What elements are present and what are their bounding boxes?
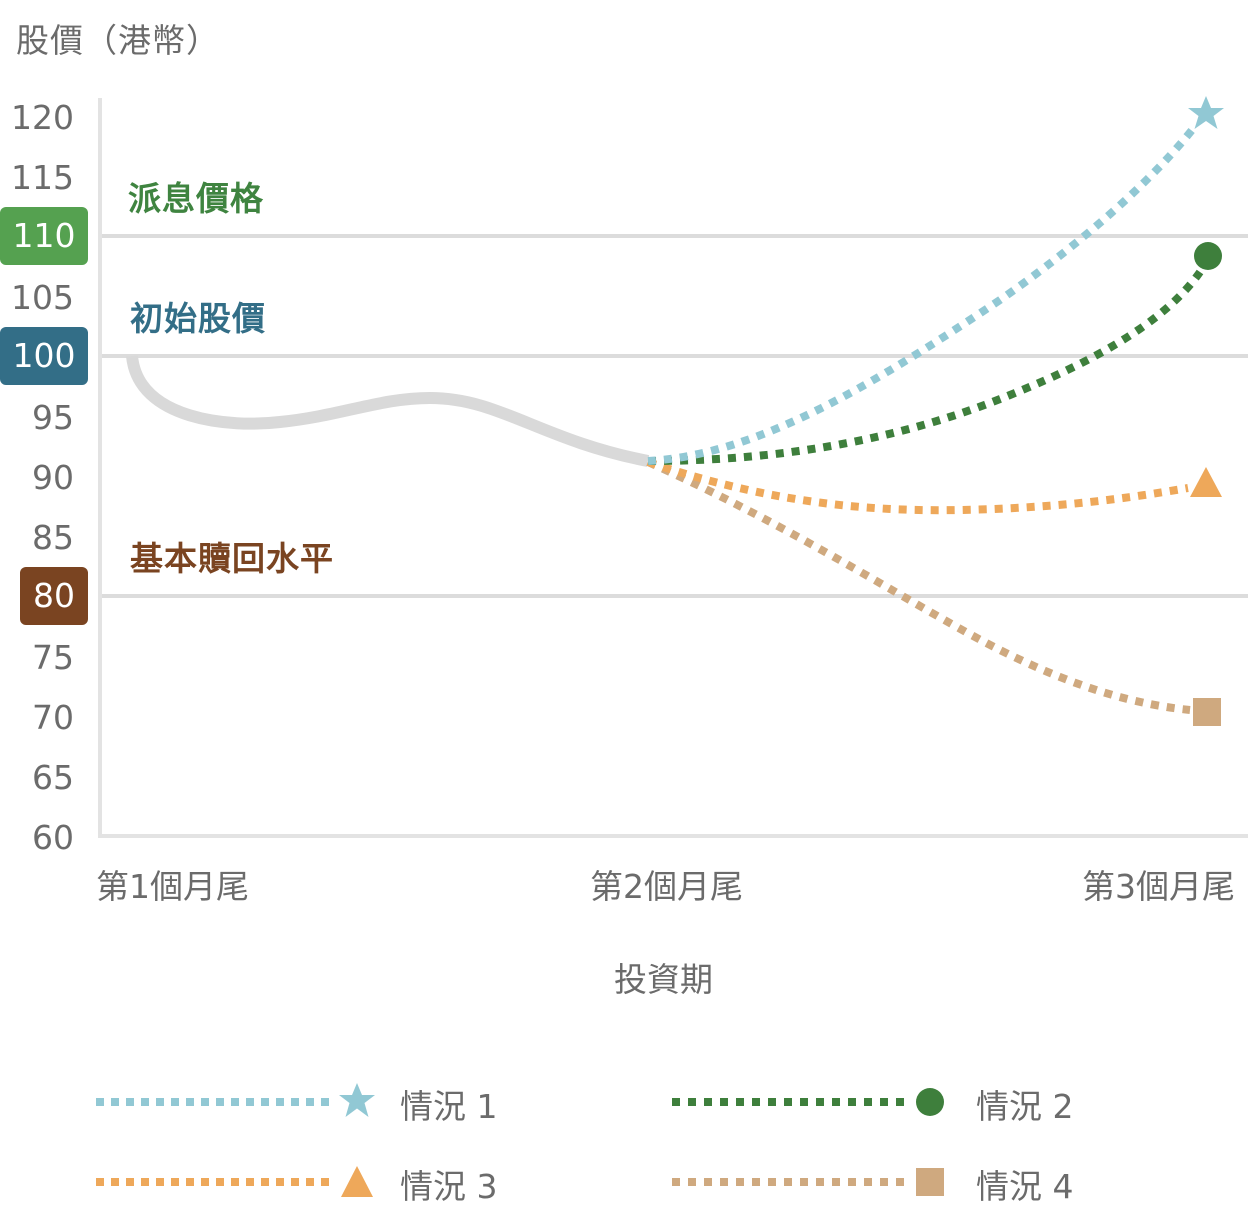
y-tick-65: 65 xyxy=(32,758,74,797)
square-icon xyxy=(1193,698,1221,726)
y-tick-95: 95 xyxy=(32,398,74,437)
legend-star-icon xyxy=(339,1083,375,1117)
scenario-3-line xyxy=(646,458,1189,515)
legend-triangle-icon xyxy=(341,1166,373,1197)
legend-label-scenario-1: 情況 1 xyxy=(400,1087,498,1126)
legend-label-scenario-3: 情況 3 xyxy=(400,1167,498,1206)
legend-square-icon xyxy=(916,1168,944,1196)
scenario-1-line xyxy=(647,127,1196,465)
y-tick-70: 70 xyxy=(32,698,74,737)
circle-icon xyxy=(1194,242,1222,270)
y-tick-90: 90 xyxy=(32,458,74,497)
coupon-price-label: 派息價格 xyxy=(128,179,264,218)
legend-circle-icon xyxy=(916,1088,944,1116)
y-tick-85: 85 xyxy=(32,518,74,557)
legend-label-scenario-2: 情況 2 xyxy=(976,1087,1074,1126)
y-tick-115: 115 xyxy=(11,158,74,197)
legend-label-scenario-4: 情況 4 xyxy=(976,1167,1074,1206)
y-tick-75: 75 xyxy=(32,638,74,677)
x-axis-title: 投資期 xyxy=(614,960,713,999)
historical-price-path xyxy=(126,355,650,467)
y-badge-kickin-80: 80 xyxy=(20,567,88,625)
y-badge-initial-100: 100 xyxy=(0,327,88,385)
star-icon xyxy=(1188,96,1224,129)
x-tick-month-3: 第3個月尾 xyxy=(1082,867,1235,906)
x-tick-month-1: 第1個月尾 xyxy=(96,867,249,906)
y-tick-105: 105 xyxy=(11,278,74,317)
initial-price-label: 初始股價 xyxy=(130,299,266,338)
scenario-2-line xyxy=(647,269,1204,465)
triangle-icon xyxy=(1190,467,1222,497)
scenario-4-line xyxy=(646,458,1191,714)
x-tick-month-2: 第2個月尾 xyxy=(590,867,743,906)
kickin-level-label: 基本贖回水平 xyxy=(130,539,334,578)
y-tick-60: 60 xyxy=(32,818,74,857)
y-axis-title: 股價（港幣） xyxy=(16,21,220,60)
y-tick-120: 120 xyxy=(11,98,74,137)
y-badge-coupon-110: 110 xyxy=(0,207,88,265)
